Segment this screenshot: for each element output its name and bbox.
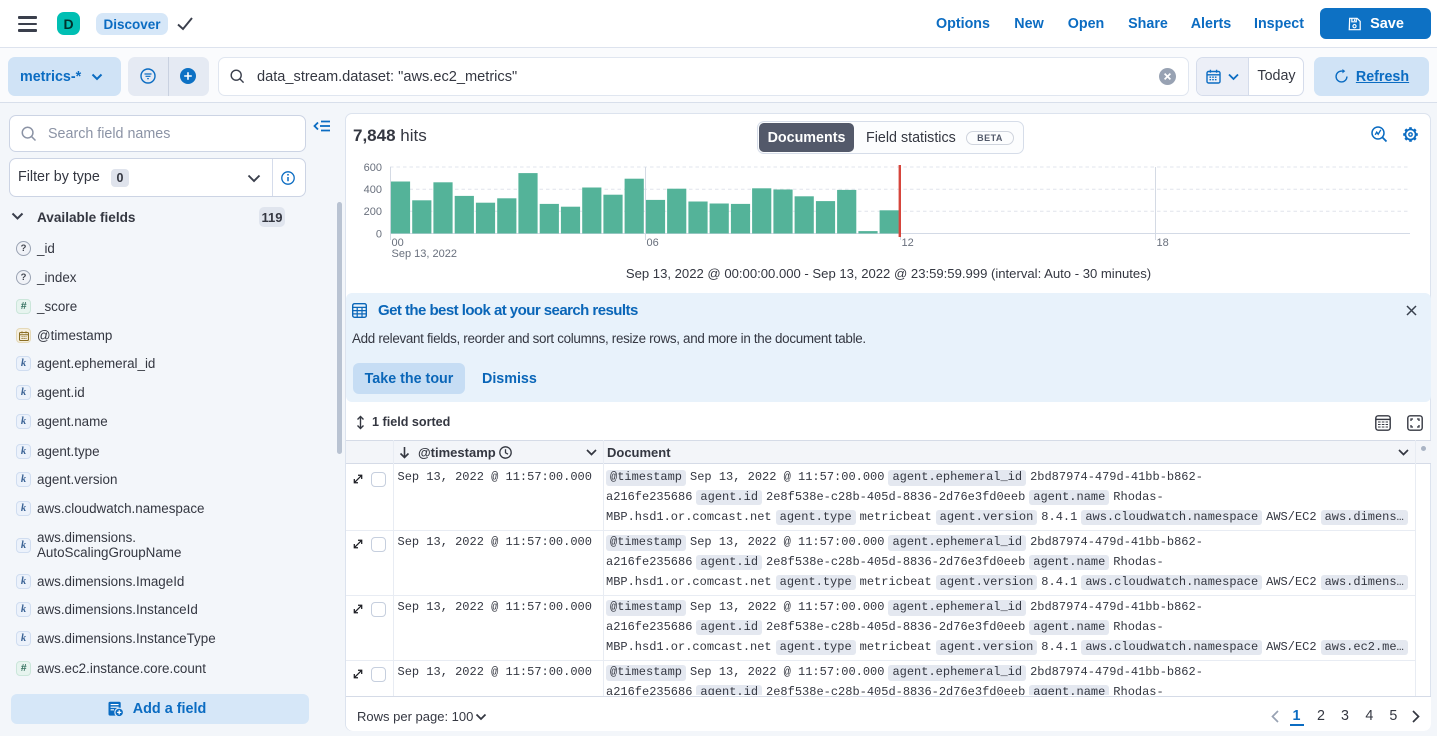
- svg-text:00: 00: [392, 237, 404, 249]
- svg-text:18: 18: [1157, 237, 1169, 249]
- svg-text:0: 0: [376, 228, 382, 240]
- svg-text:Sep 13, 2022: Sep 13, 2022: [392, 248, 457, 260]
- svg-text:12: 12: [902, 237, 914, 249]
- svg-text:600: 600: [364, 162, 382, 174]
- svg-text:200: 200: [364, 206, 382, 218]
- svg-text:400: 400: [364, 184, 382, 196]
- svg-text:06: 06: [647, 237, 659, 249]
